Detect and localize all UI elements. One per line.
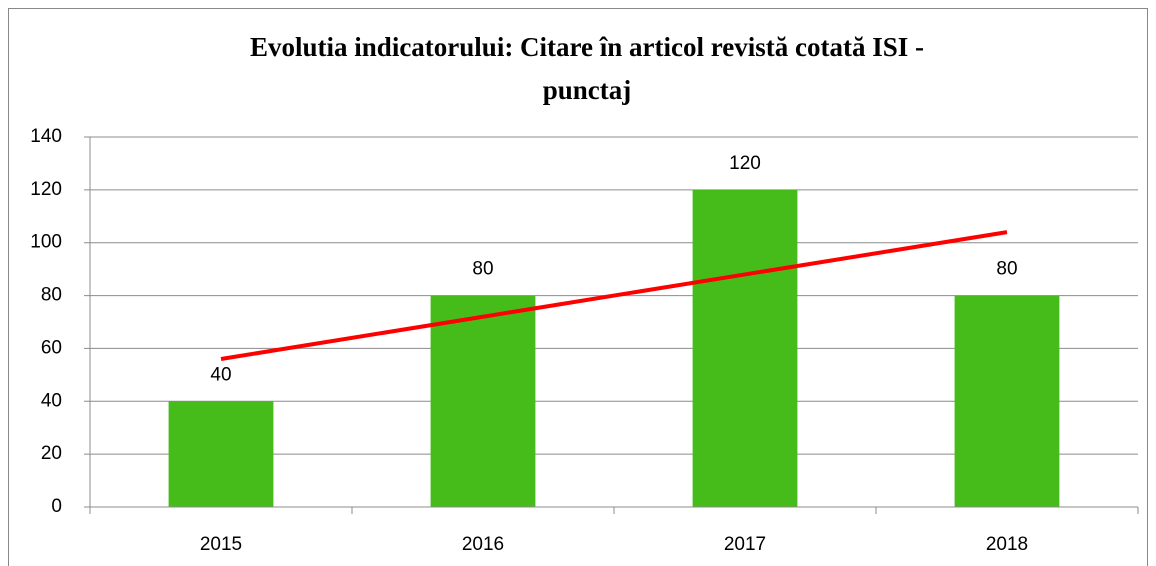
y-tick-label: 60 xyxy=(41,337,62,358)
y-tick-label: 100 xyxy=(30,232,62,253)
x-tick-label: 2018 xyxy=(986,534,1028,555)
chart-title: punctaj xyxy=(543,75,632,105)
data-label: 80 xyxy=(996,259,1017,280)
y-tick-label: 80 xyxy=(41,285,62,306)
data-label: 120 xyxy=(729,153,761,174)
x-tick-label: 2016 xyxy=(462,534,504,555)
y-tick-label: 0 xyxy=(51,496,62,517)
trendline xyxy=(220,230,1008,361)
bar xyxy=(430,295,536,507)
x-tick-label: 2017 xyxy=(724,534,766,555)
x-tick-label: 2015 xyxy=(200,534,242,555)
y-tick-label: 140 xyxy=(30,126,62,147)
data-label: 40 xyxy=(210,364,231,385)
y-tick-label: 20 xyxy=(41,443,62,464)
data-label: 80 xyxy=(472,259,493,280)
y-tick-label: 40 xyxy=(41,390,62,411)
chart-title: Evolutia indicatorului: Citare în artico… xyxy=(250,32,924,62)
bar xyxy=(692,189,798,507)
bar xyxy=(954,295,1060,507)
bar xyxy=(168,401,274,507)
y-tick-label: 120 xyxy=(30,179,62,200)
